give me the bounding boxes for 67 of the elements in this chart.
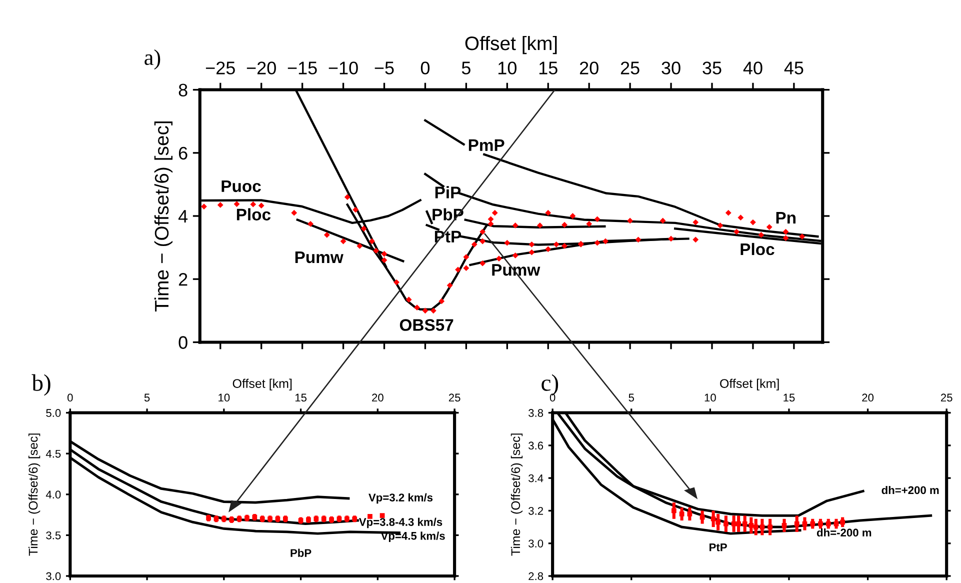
x-tick-label: −25 — [206, 62, 235, 74]
annotation: Vp=3.2 km/s — [368, 493, 433, 504]
x-tick-label: 0 — [550, 394, 556, 402]
y-tick-label: 3.8 — [528, 409, 544, 417]
x-tick-label: 15 — [295, 394, 307, 402]
annotation: dh=+200 m — [882, 486, 939, 494]
y-tick-label: 4.0 — [46, 490, 61, 499]
y-tick-label: 5.0 — [46, 409, 61, 417]
y-tick-label: 8 — [178, 84, 188, 96]
y-tick-label: 2 — [178, 273, 188, 286]
x-tick-label: 30 — [662, 62, 680, 74]
x-tick-label: 40 — [743, 62, 762, 74]
x-tick-label: 15 — [784, 394, 795, 402]
x-tick-label: 35 — [702, 62, 722, 74]
y-tick-label: 4.5 — [46, 450, 61, 458]
annotation: PbP — [290, 548, 312, 557]
annotation: Ploc — [740, 242, 774, 256]
annotation: Puoc — [222, 180, 261, 192]
x-tick-label: −10 — [328, 62, 358, 74]
x-tick-label: 20 — [580, 62, 598, 74]
annotation: Pn — [776, 212, 796, 224]
chart-title: a) — [144, 49, 160, 70]
y-axis-title: Time − (Offset/6) [sec] — [510, 434, 523, 556]
annotation: PiP — [435, 186, 461, 198]
annotation: Vp=4.5 km/s — [380, 532, 445, 542]
y-axis-title: Time − (Offset/6) [sec] — [154, 121, 172, 312]
annotation: PtP — [710, 543, 727, 552]
x-tick-label: 25 — [448, 394, 460, 402]
x-tick-label: 0 — [68, 394, 73, 402]
y-axis-title: Time − (Offset/6) [sec] — [28, 434, 40, 556]
x-tick-label: −20 — [246, 62, 276, 74]
x-tick-label: 25 — [620, 62, 640, 74]
y-tick-label: 3.2 — [528, 506, 543, 515]
x-tick-label: 10 — [498, 62, 516, 74]
y-tick-label: 0 — [178, 336, 188, 349]
y-tick-label: 3.6 — [528, 442, 544, 450]
x-tick-label: 10 — [704, 394, 716, 402]
annotation: OBS57 — [400, 319, 454, 331]
y-tick-label: 3.0 — [528, 540, 544, 548]
y-tick-label: 6 — [178, 146, 188, 160]
annotation: Ploc — [236, 208, 271, 220]
y-tick-label: 3.4 — [528, 474, 544, 482]
annotation: Pumw — [295, 252, 344, 264]
y-tick-label: 3.5 — [46, 531, 61, 540]
annotation: Vp=3.8-4.3 km/s — [358, 518, 442, 528]
chart-title: b) — [32, 374, 50, 396]
annotation: dh=-200 m — [816, 528, 872, 537]
x-tick-label: 0 — [420, 62, 430, 74]
x-tick-label: 5 — [144, 394, 150, 402]
x-axis-title: Offset [km] — [465, 36, 557, 54]
x-tick-label: 10 — [218, 394, 230, 402]
x-tick-label: 45 — [784, 62, 804, 74]
y-tick-label: 4 — [178, 210, 188, 223]
x-axis-title: Offset [km] — [720, 378, 779, 390]
x-tick-label: 20 — [862, 394, 874, 402]
x-axis-title: Offset [km] — [232, 378, 292, 390]
x-tick-label: 25 — [940, 394, 952, 402]
x-tick-label: 5 — [462, 62, 470, 74]
y-tick-label: 2.8 — [528, 572, 544, 580]
x-tick-label: −15 — [288, 62, 317, 74]
x-tick-label: 20 — [372, 394, 384, 402]
chart-title: c) — [542, 374, 558, 396]
y-tick-label: 3.0 — [46, 572, 61, 580]
x-tick-label: 5 — [628, 394, 634, 402]
annotation: PmP — [468, 139, 504, 151]
x-tick-label: −5 — [374, 62, 394, 74]
x-tick-label: 15 — [539, 62, 558, 74]
